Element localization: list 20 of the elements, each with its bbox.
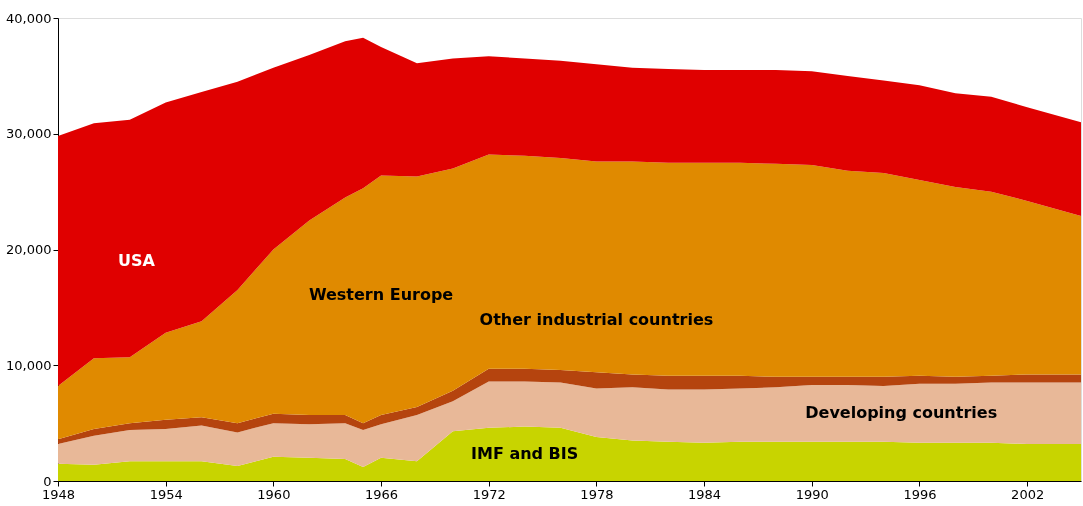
text: Other industrial countries — [479, 310, 714, 330]
x-tick-label: 1996 — [903, 486, 937, 502]
x-tick-label: 2002 — [1011, 486, 1045, 502]
y-tick-label: 30,000 — [6, 126, 52, 142]
series-label: Developing countries — [805, 403, 998, 423]
x-tick-label: 1972 — [472, 486, 506, 502]
x-tick-label: 1948 — [41, 486, 76, 502]
x-tick-label: 1978 — [580, 486, 614, 502]
x-tick-label: 1954 — [149, 486, 183, 502]
series-label: IMF and BIS — [471, 443, 579, 463]
x-tick-label: 1984 — [688, 486, 722, 502]
series-label: USA — [118, 251, 156, 271]
y-tick-label: 10,000 — [6, 357, 52, 373]
x-tick-label: 1966 — [365, 486, 399, 502]
x-tick-label: 1990 — [795, 486, 829, 502]
x-tick-label: 1960 — [257, 486, 291, 502]
y-tick-label: 40,000 — [6, 10, 52, 26]
series-label: Western Europe — [308, 285, 454, 305]
y-tick-label: 20,000 — [6, 242, 52, 257]
y-tick-label: 0 — [43, 473, 52, 489]
